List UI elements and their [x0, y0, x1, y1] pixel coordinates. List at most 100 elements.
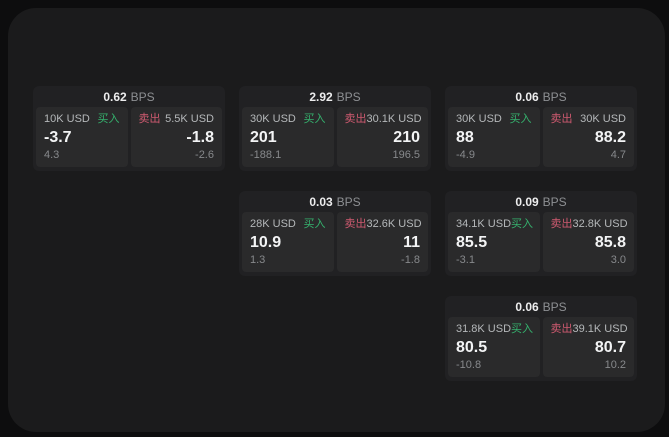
- sell-main-value: -1.8: [186, 128, 214, 146]
- sell-sub-value: 10.2: [604, 359, 626, 371]
- sell-panel-header: 卖出 32.8K USD: [550, 218, 628, 230]
- app-page: 0.62 BPS 10K USD 买入 -3.7 4.3 卖出 5.5K USD…: [8, 8, 665, 432]
- buy-sell-panels: 34.1K USD 买入 85.5 -3.1 卖出 32.8K USD 85.8…: [448, 212, 634, 272]
- quote-card: 0.06 BPS 31.8K USD 买入 80.5 -10.8 卖出 39.1…: [445, 296, 637, 381]
- buy-panel-header: 31.8K USD 买入: [456, 323, 534, 335]
- sell-sub-value: 3.0: [610, 254, 626, 266]
- quote-card: 0.06 BPS 30K USD 买入 88 -4.9 卖出 30K USD 8…: [445, 86, 637, 171]
- sell-panel[interactable]: 卖出 32.8K USD 85.8 3.0: [542, 212, 634, 272]
- sell-panel[interactable]: 卖出 39.1K USD 80.7 10.2: [542, 317, 634, 377]
- sell-panel-header: 卖出 5.5K USD: [139, 114, 215, 125]
- buy-sell-panels: 30K USD 买入 88 -4.9 卖出 30K USD 88.2 4.7: [448, 107, 634, 167]
- buy-panel-header: 30K USD 买入: [250, 114, 326, 125]
- buy-panel-header: 34.1K USD 买入: [456, 218, 534, 230]
- bps-value: 2.92: [309, 89, 333, 104]
- buy-amount-label: 10K USD: [44, 113, 90, 125]
- buy-side-label: 买入: [303, 218, 326, 230]
- sell-side-label: 卖出: [344, 113, 367, 125]
- buy-side-label: 买入: [511, 218, 534, 230]
- buy-main-value: 85.5: [456, 233, 488, 251]
- bps-unit-label: BPS: [336, 194, 361, 209]
- sell-amount-label: 32.6K USD: [366, 218, 422, 230]
- quote-card: 0.09 BPS 34.1K USD 买入 85.5 -3.1 卖出 32.8K…: [445, 191, 637, 276]
- bps-header: 0.09 BPS: [448, 191, 634, 212]
- buy-main-value: 10.9: [250, 233, 282, 251]
- bps-header: 2.92 BPS: [242, 86, 428, 107]
- buy-panel-header: 28K USD 买入: [250, 219, 326, 230]
- buy-panel[interactable]: 10K USD 买入 -3.7 4.3: [36, 107, 128, 167]
- sell-side-label: 卖出: [550, 113, 573, 125]
- sell-side-label: 卖出: [138, 113, 161, 125]
- sell-main-value: 11: [403, 233, 420, 251]
- buy-sub-value: -188.1: [250, 149, 282, 161]
- buy-main-value: -3.7: [44, 128, 72, 146]
- sell-main-value: 80.7: [594, 338, 626, 356]
- sell-panel[interactable]: 卖出 30K USD 88.2 4.7: [542, 107, 634, 167]
- sell-panel-header: 卖出 30K USD: [551, 114, 627, 125]
- sell-main-value: 85.8: [594, 233, 626, 251]
- buy-sub-value: -3.1: [456, 254, 475, 266]
- bps-unit-label: BPS: [542, 299, 567, 314]
- buy-panel-header: 10K USD 买入: [44, 114, 120, 125]
- sell-side-label: 卖出: [550, 218, 573, 230]
- bps-value: 0.06: [515, 299, 539, 314]
- buy-amount-label: 31.8K USD: [456, 323, 512, 335]
- buy-side-label: 买入: [303, 113, 326, 125]
- sell-amount-label: 5.5K USD: [165, 113, 214, 125]
- bps-unit-label: BPS: [130, 89, 155, 104]
- buy-sell-panels: 31.8K USD 买入 80.5 -10.8 卖出 39.1K USD 80.…: [448, 317, 634, 377]
- sell-panel[interactable]: 卖出 32.6K USD 11 -1.8: [336, 212, 428, 272]
- quote-card: 0.03 BPS 28K USD 买入 10.9 1.3 卖出 32.6K US…: [239, 191, 431, 276]
- bps-unit-label: BPS: [542, 89, 567, 104]
- sell-panel-header: 卖出 30.1K USD: [344, 113, 422, 125]
- bps-header: 0.03 BPS: [242, 191, 428, 212]
- buy-side-label: 买入: [509, 113, 532, 125]
- sell-sub-value: 4.7: [610, 149, 626, 161]
- buy-amount-label: 28K USD: [250, 218, 296, 230]
- buy-sub-value: -10.8: [456, 359, 482, 371]
- buy-sell-panels: 10K USD 买入 -3.7 4.3 卖出 5.5K USD -1.8 -2.…: [36, 107, 222, 167]
- buy-panel[interactable]: 31.8K USD 买入 80.5 -10.8: [448, 317, 540, 377]
- bps-header: 0.62 BPS: [36, 86, 222, 107]
- bps-value: 0.06: [515, 89, 539, 104]
- buy-panel[interactable]: 30K USD 买入 201 -188.1: [242, 107, 334, 167]
- sell-amount-label: 30K USD: [580, 113, 626, 125]
- buy-panel-header: 30K USD 买入: [456, 114, 532, 125]
- bps-unit-label: BPS: [336, 89, 361, 104]
- buy-amount-label: 30K USD: [456, 113, 502, 125]
- sell-amount-label: 32.8K USD: [572, 218, 628, 230]
- sell-main-value: 88.2: [594, 128, 626, 146]
- buy-main-value: 88: [456, 128, 474, 146]
- sell-sub-value: -1.8: [401, 254, 420, 266]
- sell-sub-value: -2.6: [195, 149, 214, 161]
- sell-amount-label: 39.1K USD: [572, 323, 628, 335]
- buy-amount-label: 34.1K USD: [456, 218, 512, 230]
- buy-sell-panels: 30K USD 买入 201 -188.1 卖出 30.1K USD 210 1…: [242, 107, 428, 167]
- buy-side-label: 买入: [511, 323, 534, 335]
- buy-main-value: 80.5: [456, 338, 488, 356]
- bps-header: 0.06 BPS: [448, 86, 634, 107]
- cards-grid: 0.62 BPS 10K USD 买入 -3.7 4.3 卖出 5.5K USD…: [33, 86, 637, 381]
- bps-value: 0.62: [103, 89, 127, 104]
- sell-sub-value: 196.5: [392, 149, 420, 161]
- sell-main-value: 210: [393, 128, 420, 146]
- buy-sub-value: -4.9: [456, 149, 475, 161]
- buy-main-value: 201: [250, 128, 277, 146]
- buy-panel[interactable]: 28K USD 买入 10.9 1.3: [242, 212, 334, 272]
- buy-panel[interactable]: 30K USD 买入 88 -4.9: [448, 107, 540, 167]
- sell-side-label: 卖出: [550, 323, 573, 335]
- buy-panel[interactable]: 34.1K USD 买入 85.5 -3.1: [448, 212, 540, 272]
- sell-panel[interactable]: 卖出 5.5K USD -1.8 -2.6: [130, 107, 222, 167]
- bps-value: 0.09: [515, 194, 539, 209]
- sell-amount-label: 30.1K USD: [366, 113, 422, 125]
- bps-unit-label: BPS: [542, 194, 567, 209]
- buy-sub-value: 1.3: [250, 254, 266, 266]
- sell-side-label: 卖出: [344, 218, 367, 230]
- quote-card: 2.92 BPS 30K USD 买入 201 -188.1 卖出 30.1K …: [239, 86, 431, 171]
- buy-amount-label: 30K USD: [250, 113, 296, 125]
- buy-sub-value: 4.3: [44, 149, 60, 161]
- bps-value: 0.03: [309, 194, 333, 209]
- sell-panel-header: 卖出 32.6K USD: [344, 218, 422, 230]
- buy-side-label: 买入: [97, 113, 120, 125]
- sell-panel[interactable]: 卖出 30.1K USD 210 196.5: [336, 107, 428, 167]
